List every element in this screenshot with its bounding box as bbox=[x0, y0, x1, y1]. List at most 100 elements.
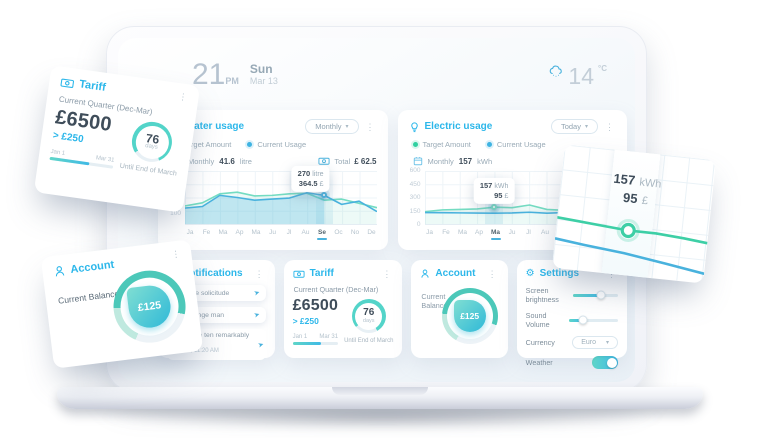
currency-select[interactable]: Euro ▾ bbox=[572, 336, 618, 349]
time-meridiem: PM bbox=[225, 76, 239, 86]
banknote-icon bbox=[318, 157, 330, 165]
tariff-card: Tariff ⋮ Current Quarter (Dec-Mar) £6500… bbox=[283, 260, 403, 358]
water-plot-area: 270 litre 364.5 £ bbox=[185, 166, 377, 225]
blue-dot-icon bbox=[247, 142, 253, 147]
zoom-price: 95 bbox=[622, 189, 639, 207]
clock: 21PM Sun Mar 13 bbox=[192, 60, 278, 90]
settings-card: ⚙ Settings ⋮ Screen brightness Sound Vol… bbox=[516, 260, 627, 369]
water-legend: Target Amount Current Usage bbox=[173, 140, 377, 149]
legend-current-usage: Current Usage bbox=[486, 140, 546, 149]
electric-legend: Target Amount Current Usage bbox=[412, 140, 617, 149]
range-start: Jan 1 bbox=[50, 148, 66, 157]
x-axis-label[interactable]: Fe bbox=[202, 229, 211, 236]
balance-drop: £125 bbox=[453, 300, 486, 332]
date-label: Mar 13 bbox=[249, 76, 278, 86]
days-ring: 76 days bbox=[351, 299, 386, 333]
temperature-value: 14 bbox=[568, 63, 595, 89]
electric-card-title: Electric usage bbox=[424, 121, 493, 132]
zoom-unit: kWh bbox=[638, 176, 662, 191]
floating-balance-drop: £125 bbox=[126, 283, 173, 331]
x-axis-label[interactable]: Jl bbox=[286, 229, 292, 236]
weather-toggle[interactable] bbox=[592, 356, 618, 369]
water-x-axis: Ja Fe Ma Ap Ma Ju Jl Au Se Oc No De bbox=[185, 229, 377, 240]
water-chart-marker bbox=[321, 192, 328, 199]
x-axis-label[interactable]: Au bbox=[541, 229, 549, 236]
water-chart-lines bbox=[185, 171, 377, 224]
balance-label: Current Balance bbox=[421, 292, 448, 310]
floating-tariff-menu-icon[interactable]: ⋮ bbox=[177, 91, 189, 103]
calendar-icon bbox=[413, 157, 422, 166]
water-card-title: Water usage bbox=[185, 121, 245, 132]
brightness-slider[interactable] bbox=[573, 290, 618, 300]
rain-cloud-icon bbox=[550, 65, 563, 77]
tariff-caption: Until End of March bbox=[344, 338, 394, 344]
water-usage-card: Water usage Monthly ▾ ⋮ Target Amou bbox=[158, 110, 388, 250]
x-axis-label[interactable]: Au bbox=[301, 229, 310, 236]
x-axis-label[interactable]: Ma bbox=[251, 229, 261, 236]
dashboard-screen: 21PM Sun Mar 13 14 °C bbox=[118, 38, 635, 382]
person-icon bbox=[421, 269, 429, 278]
x-axis-label[interactable]: Ap bbox=[235, 229, 244, 236]
send-arrow-icon: ➤ bbox=[252, 311, 261, 320]
person-icon bbox=[55, 266, 65, 277]
x-axis-label[interactable]: De bbox=[367, 229, 376, 236]
water-chart-tooltip: 270 litre 364.5 £ bbox=[291, 166, 330, 193]
laptop-screen: 21PM Sun Mar 13 14 °C bbox=[106, 26, 647, 392]
x-axis-label[interactable]: Fe bbox=[442, 229, 450, 236]
floating-balance-gauge: £125 bbox=[109, 266, 190, 347]
green-dot-icon bbox=[412, 142, 418, 147]
caret-down-icon: ▾ bbox=[605, 340, 609, 346]
temperature-unit: °C bbox=[598, 64, 607, 73]
days-value: 76 bbox=[363, 307, 375, 318]
gear-icon: ⚙ bbox=[525, 267, 535, 279]
x-axis-label[interactable]: Ma bbox=[490, 229, 501, 240]
balance-value: £125 bbox=[460, 311, 480, 321]
notifications-menu-icon[interactable]: ⋮ bbox=[254, 268, 264, 279]
water-card-menu-icon[interactable]: ⋮ bbox=[365, 121, 375, 132]
electric-period-selector[interactable]: Today ▾ bbox=[550, 119, 598, 134]
floating-account-card: Account ⋮ Current Balance £125 bbox=[40, 239, 204, 369]
send-arrow-icon: ➤ bbox=[256, 340, 265, 350]
weather-widget: 14 °C bbox=[548, 64, 607, 88]
slider-knob[interactable] bbox=[596, 290, 606, 300]
currency-label: Currency bbox=[525, 338, 555, 347]
days-unit: days bbox=[144, 143, 159, 151]
volume-slider[interactable] bbox=[568, 315, 618, 325]
tariff-menu-icon[interactable]: ⋮ bbox=[382, 268, 392, 279]
x-axis-label[interactable]: Ap bbox=[475, 229, 483, 236]
floating-account-menu-icon[interactable]: ⋮ bbox=[170, 248, 181, 260]
x-axis-label[interactable]: Ja bbox=[426, 229, 433, 236]
x-axis-label[interactable]: Se bbox=[317, 229, 327, 240]
zoomed-chart-lines bbox=[551, 215, 714, 277]
electric-chart-tooltip: 157 kWh 95 £ bbox=[473, 178, 515, 205]
legend-target-amount: Target Amount bbox=[412, 140, 471, 149]
x-axis-label[interactable]: Ja bbox=[186, 229, 194, 236]
zoom-currency: £ bbox=[641, 194, 649, 208]
day-label: Sun bbox=[249, 62, 273, 76]
x-axis-label[interactable]: Ju bbox=[508, 229, 516, 236]
banknote-icon bbox=[293, 270, 305, 278]
x-axis-label[interactable]: Jl bbox=[526, 229, 531, 236]
info-cards-row: Notifications ⋮ Increase solicitude ➤ In… bbox=[158, 260, 627, 369]
caret-down-icon: ▾ bbox=[584, 124, 588, 130]
electric-period-value: Today bbox=[560, 122, 581, 131]
water-period-selector[interactable]: Monthly ▾ bbox=[305, 119, 359, 134]
x-axis-label[interactable]: Ma bbox=[457, 229, 468, 236]
floating-tariff-caption: Until End of March bbox=[119, 162, 178, 178]
zoom-value: 157 bbox=[612, 170, 636, 188]
x-axis-label[interactable]: No bbox=[350, 229, 360, 236]
account-menu-icon[interactable]: ⋮ bbox=[487, 268, 497, 279]
send-arrow-icon: ➤ bbox=[252, 289, 261, 298]
x-axis-label[interactable]: Ju bbox=[269, 229, 276, 236]
x-axis-label[interactable]: Ma bbox=[218, 229, 228, 236]
range-start: Jan 1 bbox=[292, 334, 308, 340]
electric-chart-marker bbox=[491, 204, 498, 211]
electric-card-menu-icon[interactable]: ⋮ bbox=[605, 121, 614, 132]
range-end: Mar 31 bbox=[95, 155, 115, 164]
x-axis-label[interactable]: Oc bbox=[334, 229, 343, 236]
laptop-base bbox=[57, 387, 703, 409]
slider-knob[interactable] bbox=[578, 315, 588, 325]
blue-dot-icon bbox=[486, 142, 492, 147]
